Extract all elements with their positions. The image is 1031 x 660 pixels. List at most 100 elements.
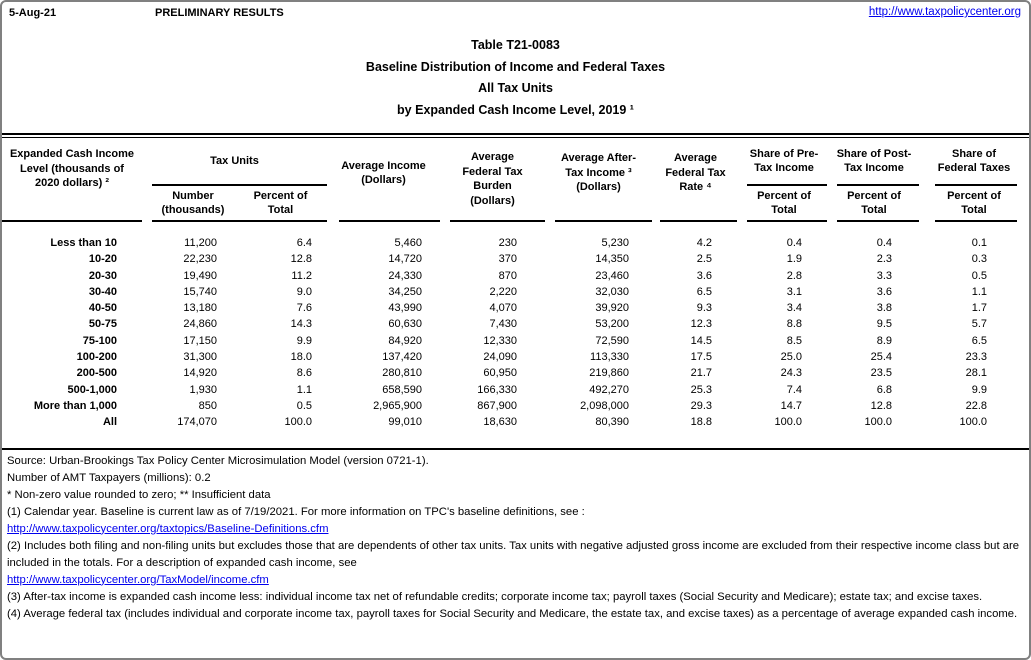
row-label: All xyxy=(102,416,117,429)
data-cell: 11,200 xyxy=(184,237,217,249)
table-row: 10-20 22,230 12.8 14,720 370 14,350 2.5 1.9 2.3 0… xyxy=(2,251,1029,267)
data-cell: 99,010 xyxy=(388,416,422,429)
data-cell: 12.8 xyxy=(870,399,892,412)
header-underline xyxy=(747,220,827,222)
data-cell: 14,920 xyxy=(183,367,217,380)
data-cell: 2,220 xyxy=(489,285,517,298)
top-bar: 5-Aug-21 PRELIMINARY RESULTS http://www.… xyxy=(2,2,1029,28)
data-cell: 14,720 xyxy=(388,253,422,266)
row-label: 40-50 xyxy=(88,302,117,315)
data-cell: 100.0 xyxy=(284,416,312,429)
footnote-3: (3) After-tax income is expanded cash in… xyxy=(7,590,983,603)
header-underline xyxy=(555,220,652,222)
data-cell: 2.5 xyxy=(696,253,712,266)
data-cell: 29.3 xyxy=(690,399,712,412)
table-row: 500-1,000 1,930 1.1 658,590 166,330 492,270 25… xyxy=(2,382,1029,398)
data-cell: 174,070 xyxy=(177,416,217,429)
data-cell: 18.0 xyxy=(290,351,312,364)
data-cell: 9.9 xyxy=(296,334,312,347)
percent-of-total-sublabel: Percent of Total xyxy=(947,189,1001,217)
preliminary-results-label: PRELIMINARY RESULTS xyxy=(155,7,284,19)
data-cell: 2.8 xyxy=(786,269,802,282)
data-cell: 5,230 xyxy=(601,237,629,249)
data-cell: 0.5 xyxy=(296,399,312,412)
column-header-number-thousands: Number (thousands) xyxy=(161,189,225,217)
row-label: 20-30 xyxy=(88,269,117,282)
data-cell: 22.8 xyxy=(965,399,987,412)
data-cell: 9.3 xyxy=(696,302,712,315)
data-cell: 3.6 xyxy=(876,285,892,298)
symbols-note: * Non-zero value rounded to zero; ** Ins… xyxy=(7,488,271,501)
data-cell: 6.5 xyxy=(971,334,987,347)
data-cell: 2,965,900 xyxy=(373,399,422,412)
group-divider-rule xyxy=(152,184,327,186)
data-cell: 21.7 xyxy=(690,367,712,380)
data-cell: 850 xyxy=(198,399,217,412)
percent-of-total-sublabel: Percent of Total xyxy=(847,189,901,217)
column-header-share-post-tax-income: Share of Post- Tax Income Percent of Tot… xyxy=(829,138,919,222)
header-underline xyxy=(339,220,440,222)
data-cell: 0.3 xyxy=(971,253,987,266)
group-divider-rule xyxy=(747,184,827,186)
data-table: Expanded Cash Income Level (thousands of… xyxy=(2,133,1029,623)
footnote-1: (1) Calendar year. Baseline is current l… xyxy=(7,505,585,518)
data-cell: 6.5 xyxy=(696,285,712,298)
table-row: Less than 10 11,200 6.4 5,460 230 5,230 4.2 0.4… xyxy=(2,235,1029,251)
data-cell: 100.0 xyxy=(959,416,987,429)
income-definition-link[interactable]: http://www.taxpolicycenter.org/TaxModel/… xyxy=(7,573,269,586)
data-cell: 2.3 xyxy=(876,253,892,266)
data-cell: 7,430 xyxy=(489,318,517,331)
data-cell: 14,350 xyxy=(595,253,629,266)
data-cell: 1.9 xyxy=(786,253,802,266)
taxpolicycenter-link[interactable]: http://www.taxpolicycenter.org xyxy=(868,6,1021,18)
table-row: 75-100 17,150 9.9 84,920 12,330 72,590 14.5 8.5… xyxy=(2,333,1029,349)
data-cell: 28.1 xyxy=(965,367,987,380)
data-cell: 14.5 xyxy=(690,334,712,347)
data-cell: 23,460 xyxy=(595,269,629,282)
data-cell: 11.2 xyxy=(291,269,312,282)
group-divider-rule xyxy=(837,184,919,186)
data-cell: 14.3 xyxy=(290,318,312,331)
data-cell: 22,230 xyxy=(183,253,217,266)
data-cell: 1,930 xyxy=(189,383,217,396)
baseline-definitions-link[interactable]: http://www.taxpolicycenter.org/taxtopics… xyxy=(7,522,329,535)
column-group-tax-units: Tax Units Number (thousands) Percent of … xyxy=(142,138,327,222)
data-cell: 5.7 xyxy=(971,318,987,331)
data-cell: 3.4 xyxy=(786,302,802,315)
data-cell: 8.8 xyxy=(786,318,802,331)
date-label: 5-Aug-21 xyxy=(9,7,57,19)
data-cell: 24.3 xyxy=(780,367,802,380)
table-subtitle-units: All Tax Units xyxy=(478,81,553,95)
data-cell: 17,150 xyxy=(183,334,217,347)
data-cell: 166,330 xyxy=(477,383,517,396)
row-label: 200-500 xyxy=(76,367,117,380)
table-row: 30-40 15,740 9.0 34,250 2,220 32,030 6.5 3.1 3.6… xyxy=(2,284,1029,300)
header-underline xyxy=(450,220,545,222)
data-cell: 80,390 xyxy=(595,416,629,429)
data-cell: 100.0 xyxy=(864,416,892,429)
header-underline xyxy=(837,220,919,222)
data-cell: 867,900 xyxy=(477,399,517,412)
column-header-share-federal-taxes: Share of Federal Taxes Percent of Total xyxy=(919,138,1029,222)
table-row: 100-200 31,300 18.0 137,420 24,090 113,330 17.… xyxy=(2,349,1029,365)
row-label: 30-40 xyxy=(88,285,117,298)
data-cell: 6.8 xyxy=(876,383,892,396)
table-title-block: Table T21-0083 Baseline Distribution of … xyxy=(2,35,1029,121)
footnote-2: (2) Includes both filing and non-filing … xyxy=(7,539,1020,569)
data-cell: 12.8 xyxy=(290,253,312,266)
data-cell: 31,300 xyxy=(183,351,217,364)
data-cell: 18.8 xyxy=(690,416,712,429)
data-cell: 23.5 xyxy=(870,367,892,380)
data-cell: 18,630 xyxy=(483,416,517,429)
table-body: Less than 10 11,200 6.4 5,460 230 5,230 4.2 0.4… xyxy=(2,222,1029,450)
data-cell: 39,920 xyxy=(595,302,629,315)
data-cell: 4,070 xyxy=(489,302,517,315)
row-label: 10-20 xyxy=(88,253,117,266)
data-cell: 1.1 xyxy=(296,383,312,396)
data-cell: 25.0 xyxy=(780,351,802,364)
data-cell: 492,270 xyxy=(589,383,629,396)
data-cell: 7.6 xyxy=(296,302,312,315)
data-cell: 8.5 xyxy=(786,334,802,347)
data-cell: 4.2 xyxy=(696,237,712,249)
